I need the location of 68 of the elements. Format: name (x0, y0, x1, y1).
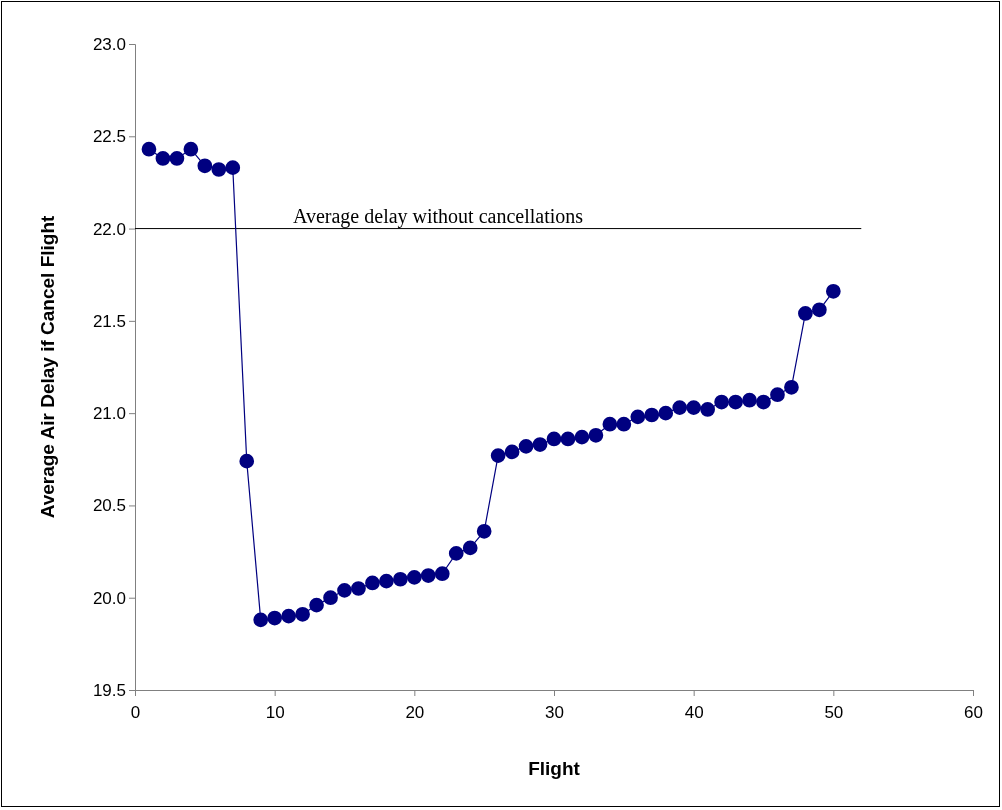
point (742, 392, 757, 408)
point (560, 431, 576, 447)
ref-line-label: Average delay without cancellations (293, 204, 584, 228)
point (379, 573, 394, 589)
x-tick-label: 20 (405, 702, 425, 722)
point (351, 581, 366, 596)
y-tick-label: 21.0 (92, 404, 126, 424)
point (504, 444, 520, 460)
x-axis-title: Flight (528, 758, 581, 779)
y-tick-label: 22.5 (92, 127, 126, 147)
point (295, 606, 310, 622)
point (267, 610, 283, 626)
y-tick-label: 19.5 (92, 680, 126, 700)
point (714, 394, 729, 410)
point (630, 409, 646, 425)
point (686, 400, 702, 415)
x-tick-label: 10 (265, 702, 285, 722)
point (337, 582, 352, 598)
y-tick-label: 20.0 (92, 588, 126, 608)
point (825, 283, 841, 299)
point (253, 612, 269, 628)
point (798, 306, 813, 321)
point (281, 608, 296, 624)
point (155, 151, 171, 166)
point (616, 416, 632, 432)
point (183, 141, 199, 157)
point (784, 379, 799, 395)
point (518, 439, 534, 454)
x-tick-label: 0 (130, 702, 141, 722)
point (588, 427, 604, 443)
point (239, 453, 255, 469)
point (672, 400, 688, 415)
point (211, 162, 227, 177)
point (490, 448, 506, 463)
point (574, 429, 590, 445)
point (756, 394, 771, 410)
y-axis-title: Average Air Delay if Cancel Flight (37, 214, 58, 519)
point (309, 597, 324, 613)
point (476, 523, 492, 539)
point (644, 407, 660, 423)
point (365, 575, 380, 591)
point (812, 302, 827, 318)
point (448, 546, 464, 561)
point (393, 571, 408, 587)
point (602, 416, 618, 432)
point (546, 431, 562, 447)
point (770, 387, 785, 403)
point (462, 540, 478, 556)
point (728, 394, 743, 410)
x-tick-label: 40 (684, 702, 704, 722)
y-tick-label: 22.0 (92, 219, 126, 239)
point (323, 590, 338, 606)
point (225, 160, 241, 175)
point (658, 405, 674, 421)
point (434, 566, 450, 582)
point (197, 158, 213, 174)
point (169, 151, 185, 166)
point (700, 402, 715, 417)
point (532, 437, 548, 452)
point (420, 568, 436, 583)
y-tick-label: 23.0 (92, 34, 126, 54)
x-tick-label: 50 (824, 702, 844, 722)
point (406, 570, 422, 585)
y-tick-label: 21.5 (92, 311, 126, 331)
point (141, 141, 157, 157)
x-tick-label: 30 (545, 702, 564, 722)
y-tick-label: 20.5 (92, 496, 126, 516)
x-tick-label: 60 (964, 702, 983, 722)
